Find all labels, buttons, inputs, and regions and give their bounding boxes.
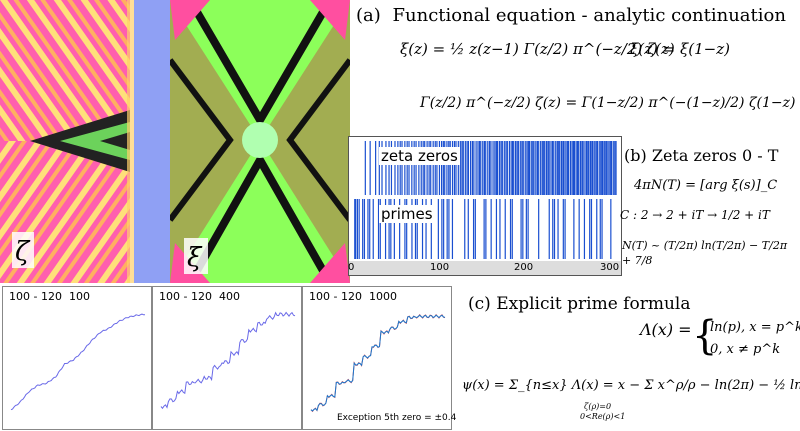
section-a-title: Functional equation - analytic continuat… <box>392 5 786 26</box>
psi-panel-1-plot <box>10 313 145 411</box>
section-a-eq3: Γ(z/2) π^(−z/2) ζ(z) = Γ(1−z/2) π^(−(1−z… <box>420 95 796 111</box>
section-b-eq2: C : 2 → 2 + iT → 1/2 + iT <box>620 208 770 222</box>
section-a-label: (a) <box>356 5 381 26</box>
psi-approx-line <box>10 313 145 411</box>
section-b-title: Zeta zeros 0 - T <box>651 146 779 165</box>
tick-100: 100 <box>430 262 450 273</box>
psi-exact-line <box>310 314 446 413</box>
sum-cond2: 0<Re(ρ)<1 <box>580 412 626 421</box>
brace: { <box>692 313 718 359</box>
xi-symbol: ξ <box>187 243 203 273</box>
tick-300: 300 <box>600 262 620 273</box>
barcode-svg <box>354 141 617 259</box>
zeta-plot: ζ <box>0 0 170 283</box>
psi-panel-2-range: 100 - 120 <box>159 290 212 303</box>
psi-panel-3-count: 1000 <box>368 290 397 303</box>
psi-approx-line <box>160 311 296 410</box>
section-a-heading: (a) Functional equation - analytic conti… <box>356 5 786 26</box>
psi-panel-3-plot <box>310 314 446 413</box>
psi-panel-3-range: 100 - 120 <box>309 290 362 303</box>
section-b-heading: (b) Zeta zeros 0 - T <box>624 146 778 165</box>
exception-note: Exception 5th zero = ±0.4 <box>337 413 457 423</box>
xi-plot: ξ <box>170 0 350 283</box>
section-c-heading: (c) Explicit prime formula <box>468 294 690 314</box>
zeta-symbol: ζ <box>15 237 31 267</box>
section-c-label: (c) <box>468 294 491 314</box>
psi-panel-1-title: 100 - 120 100 <box>9 290 90 303</box>
sum-cond1: ζ(ρ)=0 <box>584 402 612 411</box>
zeros-label: zeta zeros <box>379 147 460 165</box>
psi-panel-2-plot <box>160 311 296 410</box>
section-b-eq3: N(T) ~ (T/2π) ln(T/2π) − T/2π + 7/8 <box>622 239 788 267</box>
lambda-case1: ln(p), x = p^k <box>710 320 800 335</box>
psi-panel-2-count: 400 <box>218 290 240 303</box>
lambda-case2: 0, x ≠ p^k <box>710 342 781 357</box>
section-a-eq2: ξ(z) = ξ(1−z) <box>630 40 730 58</box>
section-c-title: Explicit prime formula <box>496 294 691 314</box>
primes-label: primes <box>379 205 435 223</box>
psi-approx-line <box>310 314 446 412</box>
tick-200: 200 <box>514 262 534 273</box>
psi-panel-2: 100 - 120 400 <box>152 286 302 430</box>
psi-formula: ψ(x) = Σ_{n≤x} Λ(x) = x − Σ x^ρ/ρ − ln(2… <box>462 378 800 393</box>
section-b-eq1: 4πN(T) = [arg ξ(s)]_C <box>634 178 778 193</box>
psi-panel-1-range: 100 - 120 <box>9 290 62 303</box>
section-b-label: (b) <box>624 146 647 165</box>
lambda-lhs: Λ(x) = <box>640 320 692 339</box>
psi-panel-3: 100 - 120 1000 Exception 5th zero = ±0.4 <box>302 286 456 430</box>
psi-panel-1: 100 - 120 100 <box>2 286 152 430</box>
psi-panel-2-title: 100 - 120 400 <box>159 290 240 303</box>
axis-strip <box>349 261 621 275</box>
psi-panel-1-count: 100 <box>68 290 90 303</box>
psi-panel-3-title: 100 - 120 1000 <box>309 290 397 303</box>
section-a-eq1: ξ(z) = ½ z(z−1) Γ(z/2) π^(−z/2) ζ(z) <box>400 40 675 58</box>
tick-0: 0 <box>348 262 355 273</box>
zeros-primes-chart: zeta zeros primes <box>348 136 622 276</box>
